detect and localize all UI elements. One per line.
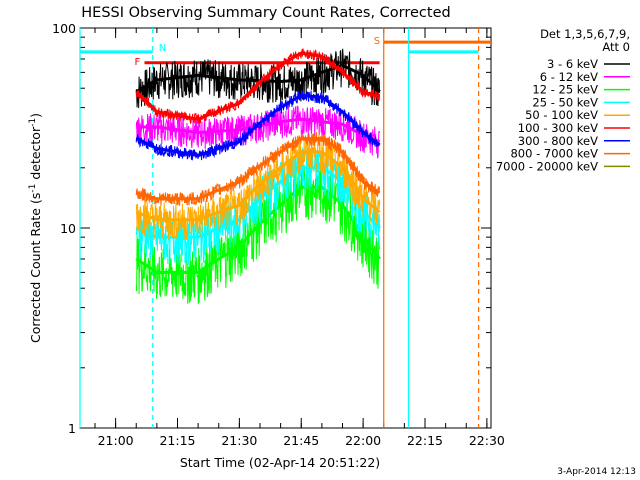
series-trend-line [135,93,381,158]
x-axis-label: Start Time (02-Apr-14 20:51:22) [180,455,380,470]
legend-label: 50 - 100 keV [525,108,598,122]
legend-label: 7000 - 20000 keV [496,159,598,173]
legend-header-line2: Att 0 [602,40,630,54]
y-axis-label-mid: detector [28,126,43,184]
x-tick-label: 22:00 [345,433,381,448]
x-tick-label: 21:45 [283,433,319,448]
y-tick-label: 10 [60,221,76,236]
x-tick-label: 22:15 [407,433,443,448]
y-axis-label: Corrected Count Rate (s-1 detector-1) [28,113,43,343]
axis-ticks [80,27,491,429]
legend-label: 3 - 6 keV [547,57,598,71]
chart-marks: F S N [79,28,491,428]
legend-label: 25 - 50 keV [532,95,598,109]
legend-header-line1: Det 1,3,5,6,7,9, [540,27,630,41]
legend-label: 800 - 7000 keV [510,147,598,161]
y-tick-label: 100 [52,21,76,36]
y-axis-label-end: ) [28,113,43,118]
legend-label: 100 - 300 keV [518,121,598,135]
y-axis-label-sup2: -1 [28,118,38,127]
x-tick-labels: 21:00 21:15 21:30 21:45 22:00 22:15 22:30 [98,433,505,448]
y-tick-labels: 1 10 100 [52,21,76,436]
series-trend-line [135,150,381,222]
x-tick-label: 21:00 [98,433,134,448]
x-tick-label: 21:15 [159,433,195,448]
y-axis-label-main: Corrected Count Rate (s [28,193,43,343]
series-trend-line [135,185,381,274]
legend-label: 6 - 12 keV [540,70,598,84]
flag-bar-label: S [374,36,380,47]
event-line-label: N [159,43,166,54]
x-tick-label: 22:30 [469,433,505,448]
y-tick-label: 1 [68,421,76,436]
flag-bar-label: F [134,57,140,68]
series-trend-line [135,63,381,94]
legend-label: 12 - 25 keV [532,83,598,97]
series-trend-line [135,137,381,201]
x-tick-label: 21:30 [221,433,257,448]
y-axis-label-sup1: -1 [28,184,38,193]
series-trend-line [135,51,381,121]
chart-title: HESSI Observing Summary Count Rates, Cor… [81,5,450,21]
generation-timestamp: 3-Apr-2014 12:13 [557,467,636,477]
legend-label: 300 - 800 keV [518,134,598,148]
